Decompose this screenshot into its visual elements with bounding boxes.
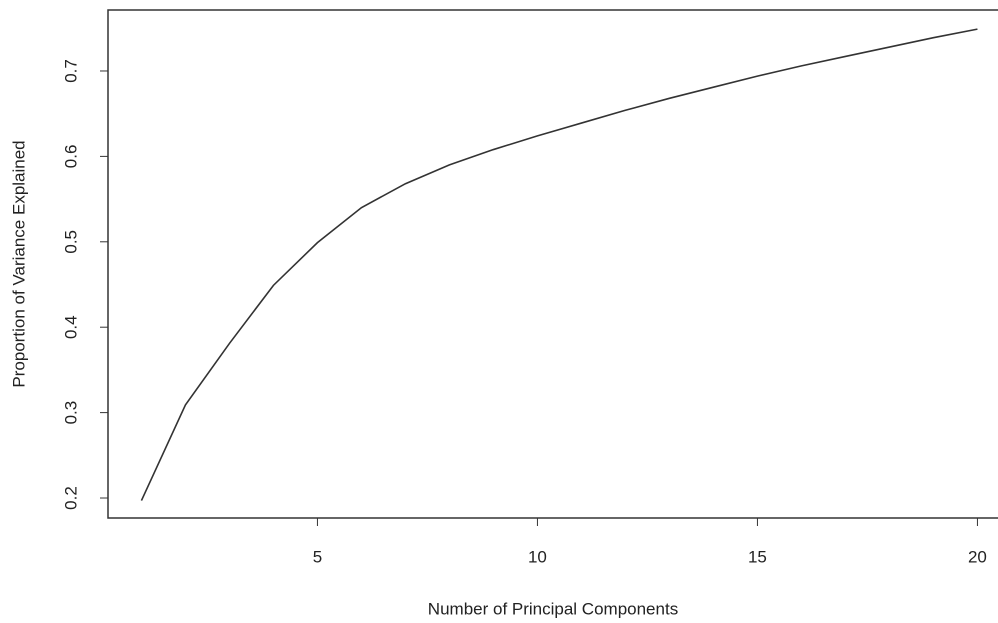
x-tick-label: 20 [968, 547, 987, 566]
y-tick-label: 0.2 [61, 486, 80, 510]
y-tick-label: 0.4 [61, 315, 80, 339]
x-tick-label: 15 [748, 547, 767, 566]
y-tick-label: 0.6 [61, 145, 80, 169]
y-tick-label: 0.7 [61, 59, 80, 83]
x-tick-label: 10 [528, 547, 547, 566]
y-tick-label: 0.3 [61, 401, 80, 425]
x-tick-label: 5 [313, 547, 322, 566]
line [140, 28, 978, 501]
y-tick-label: 0.5 [61, 230, 80, 254]
x-axis-title: Number of Principal Components [428, 599, 678, 618]
plot-box [107, 9, 998, 519]
y-axis-title: Proportion of Variance Explained [9, 140, 28, 387]
